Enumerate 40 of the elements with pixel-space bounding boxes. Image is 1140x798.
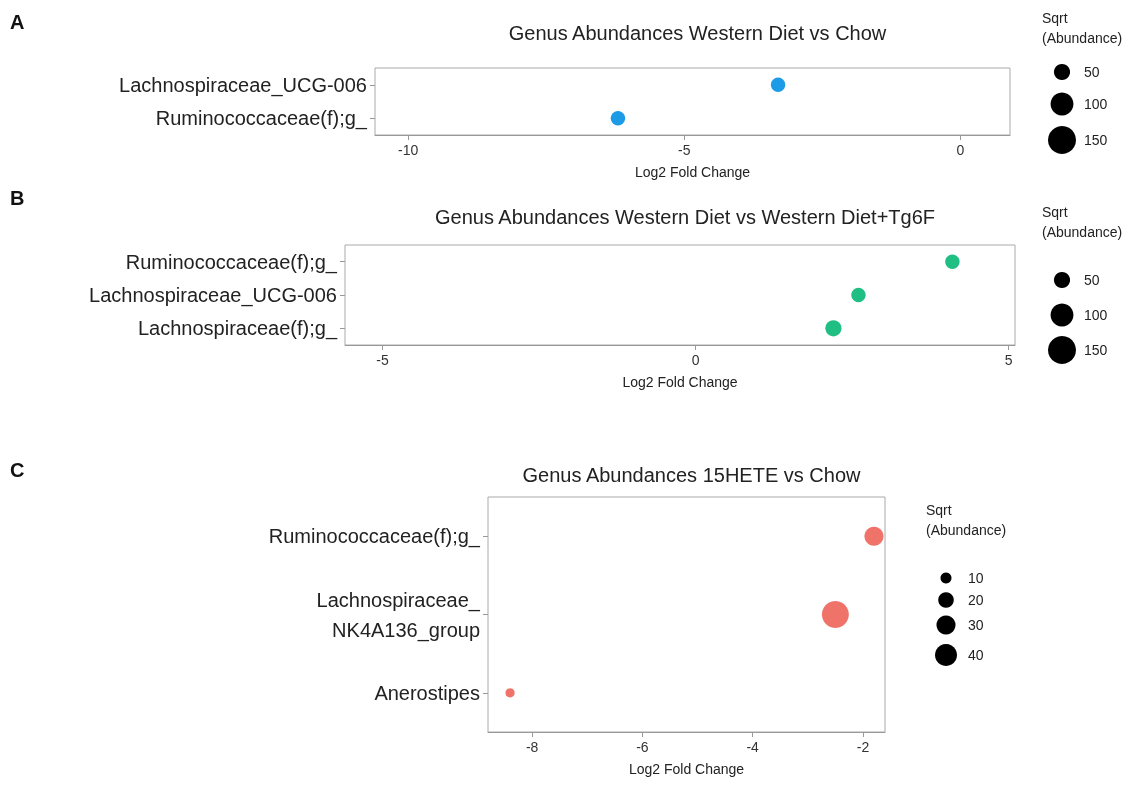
x-tick-label: -5 [376, 352, 390, 368]
x-tick-label: -10 [398, 142, 419, 158]
chart-title: Genus Abundances Western Diet vs Western Diet+Tg6F [434, 206, 936, 228]
x-axis-title: Log2 Fold Change [628, 761, 745, 777]
chart-title: Genus Abundances Western Diet vs Chow [508, 22, 887, 44]
y-tick-label: Lachnospiraceae_UCG-006 [89, 284, 337, 307]
legend-label: 30 [968, 617, 984, 633]
legend-title: Sqrt (Abundance) [926, 502, 1007, 538]
y-tick-label: Ruminococcaceae(f);g_ [125, 250, 338, 274]
x-axis-title: Log2 Fold Change [634, 164, 751, 180]
x-tick-label: -2 [856, 739, 870, 755]
x-axis-title: Log2 Fold Change [622, 374, 738, 390]
legend-label: 50 [1084, 64, 1100, 80]
x-tick-label: -8 [525, 739, 539, 755]
text: A [10, 11, 25, 33]
legend-label: 50 [1084, 272, 1100, 288]
x-tick-label: -6 [636, 739, 649, 755]
x-tick-label: -4 [746, 739, 760, 755]
text: C [10, 459, 25, 481]
legend-title: Sqrt (Abundance) [1042, 10, 1123, 46]
y-tick-label: Ruminococcaceae(f);g_ [155, 107, 368, 131]
y-tick-label: Lachnospiraceae_ NK4A136_group [316, 588, 481, 642]
chart-title: Genus Abundances 15HETE vs Chow [522, 464, 862, 486]
legend-label: 20 [968, 592, 984, 608]
x-tick-label: 0 [691, 352, 700, 368]
y-tick-label: Lachnospiraceae_UCG-006 [119, 73, 367, 97]
legend-label: 150 [1084, 342, 1108, 358]
legend-label: 10 [968, 570, 984, 586]
legend-label: 150 [1084, 132, 1108, 148]
legend-label: 100 [1084, 307, 1108, 323]
x-tick-label: 0 [956, 142, 965, 158]
x-tick-label: 5 [1004, 352, 1013, 368]
legend-label: 40 [968, 647, 984, 663]
y-tick-label: Anerostipes [374, 681, 480, 704]
y-tick-label: Ruminococcaceae(f);g_ [268, 525, 481, 549]
x-tick-label: -5 [677, 142, 691, 158]
y-tick-label: Lachnospiraceae(f);g_ [137, 317, 338, 341]
legend-label: 100 [1084, 96, 1108, 112]
text: B [10, 187, 25, 209]
legend-title: Sqrt (Abundance) [1042, 204, 1123, 240]
